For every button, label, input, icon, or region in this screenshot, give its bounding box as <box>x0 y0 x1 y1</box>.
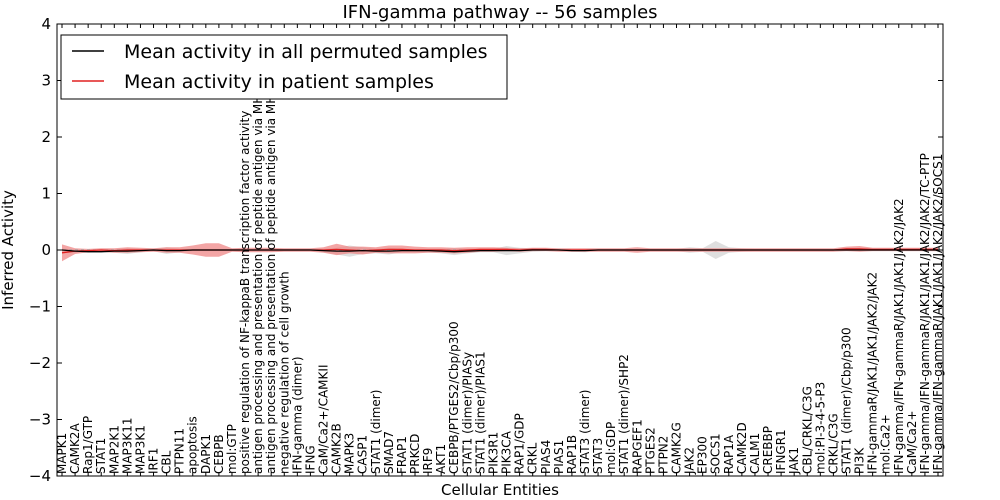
x-tick-label: DAPK1 <box>199 434 213 474</box>
x-tick-label: IFNGR1 <box>774 429 788 474</box>
x-tick-label: STAT1 (dimer)/Cbp/p300 <box>840 327 854 474</box>
x-tick-label: IRF1 <box>147 448 161 474</box>
x-tick-label: RAP1A <box>722 434 736 474</box>
x-tick-label: MAP3K11 <box>120 417 134 474</box>
x-tick-label: RAP1/GDP <box>513 413 527 474</box>
x-tick-label: RAPGEF1 <box>630 419 644 474</box>
x-tick-label: MAP2K1 <box>107 425 121 474</box>
series-lines <box>61 248 938 254</box>
x-tick-label: negative regulation of cell growth <box>277 271 291 474</box>
y-tick-label: −1 <box>29 298 51 316</box>
x-tick-label: PIK3R1 <box>487 432 501 474</box>
legend: Mean activity in all permuted samples Mea… <box>60 34 508 100</box>
x-tick-label: IFN-gamma/IFN-gammaR/JAK1/JAK1/JAK2/JAK2… <box>918 153 932 474</box>
x-tick-label: CRKL/C3G <box>826 413 840 474</box>
x-tick-label: STAT1 (dimer)/PIASy <box>460 352 474 474</box>
x-tick-label: CaM/Ca2+ <box>905 410 919 474</box>
x-tick-label: CEBPB <box>212 434 226 474</box>
x-tick-label: MAP3K1 <box>133 425 147 474</box>
x-tick-label: IFN-gamma/IFN-gammaR/JAK1/JAK1/JAK2/JAK2 <box>892 198 906 474</box>
x-tick-label: CAMK2G <box>670 422 684 474</box>
legend-label: Mean activity in all permuted samples <box>124 41 487 63</box>
x-tick-label: PIK3CA <box>500 430 514 474</box>
x-tick-label: CAMK2D <box>735 422 749 474</box>
x-tick-label: CAMK2A <box>68 423 82 474</box>
x-tick-label: PTPN11 <box>173 428 187 474</box>
x-tick-label: MAPK1 <box>55 433 69 474</box>
y-tick-label: 2 <box>41 128 51 146</box>
x-tick-label: CALM1 <box>748 433 762 474</box>
y-axis-ticks: −4 −3 −2 −1 0 1 2 3 4 <box>29 15 943 485</box>
x-tick-label: STAT1 (dimer) <box>369 390 383 474</box>
x-tick-label: PTGES2 <box>643 427 657 474</box>
x-tick-label: antigen processing and presentation of p… <box>251 45 265 474</box>
legend-box <box>60 34 508 100</box>
x-tick-label: FRAP1 <box>395 436 409 474</box>
x-tick-label: CBL/CRKL/C3G <box>800 386 814 474</box>
x-tick-label: STAT1 (dimer)/PIAS1 <box>473 351 487 474</box>
x-tick-label: IFNG <box>303 445 317 474</box>
x-tick-label: mol:GDP <box>604 422 618 474</box>
series-line-permuted <box>61 249 938 253</box>
x-tick-label: SOCS1 <box>709 433 723 474</box>
x-tick-label: AKT1 <box>434 444 448 474</box>
x-tick-label: JAK2 <box>683 447 697 475</box>
y-tick-label: 3 <box>41 72 51 90</box>
x-tick-label: apoptosis <box>186 416 200 474</box>
x-axis-label: Cellular Entities <box>441 481 559 499</box>
x-tick-label: CaM/Ca2+/CAMKII <box>317 365 331 474</box>
x-tick-label: IFN-gamma/IFN-gammaR/JAK1/JAK1/JAK2/JAK2… <box>931 154 945 474</box>
x-tick-label: mol:GTP <box>225 424 239 474</box>
x-tick-label: CAMK2B <box>330 423 344 474</box>
x-tick-label: STAT1 (dimer)/SHP2 <box>617 354 631 474</box>
x-tick-label: IFN-gammaR/JAK1/JAK1/JAK2/JAK2 <box>866 272 880 474</box>
x-tick-label: PTPN2 <box>656 436 670 474</box>
x-tick-label: CREBBP <box>761 426 775 474</box>
plot-frame <box>56 23 944 477</box>
x-tick-label: CBL <box>160 450 174 474</box>
chart-title: IFN-gamma pathway -- 56 samples <box>342 2 657 23</box>
x-tick-label: PIAS4 <box>539 440 553 474</box>
x-tick-label: CASP1 <box>356 435 370 474</box>
x-tick-label: EP300 <box>696 436 710 474</box>
y-tick-label: 4 <box>41 15 51 33</box>
x-tick-label: STAT3 (dimer) <box>578 390 592 474</box>
x-tick-label: CEBPB/PTGES2/Cbp/p300 <box>447 321 461 474</box>
x-tick-label: PIAS1 <box>552 440 566 474</box>
x-tick-label: RAP1B <box>565 435 579 474</box>
x-tick-label: positive regulation of NF-kappaB transcr… <box>238 111 252 474</box>
y-tick-label: −4 <box>29 467 51 485</box>
x-tick-label: PRKCD <box>408 434 422 474</box>
x-tick-label: mol:PI-3-4-5-P3 <box>813 382 827 474</box>
x-tick-label: IFN-gamma (dimer) <box>290 356 304 474</box>
x-tick-label: mol:Ca2+ <box>879 414 893 474</box>
x-tick-label: antigen processing and presentation of p… <box>264 42 278 474</box>
x-tick-label: JAK1 <box>787 447 801 475</box>
x-axis-ticks: MAPK1 CAMK2A Rap1/GTP STAT1 MAP2K1 MAP3K11 MAP… <box>55 24 945 476</box>
x-tick-label: Rap1/GTP <box>81 416 95 474</box>
x-tick-label: STAT1 <box>94 438 108 474</box>
x-tick-label: SMAD7 <box>382 431 396 474</box>
x-tick-label: STAT3 <box>591 438 605 474</box>
x-tick-label: CRKL <box>526 442 540 474</box>
x-tick-label: MAPK3 <box>343 433 357 474</box>
y-tick-label: 1 <box>41 185 51 203</box>
y-tick-label: −3 <box>29 411 51 429</box>
legend-label: Mean activity in patient samples <box>124 71 434 93</box>
x-tick-label: IRF9 <box>421 448 435 474</box>
y-axis-label: Inferred Activity <box>0 190 17 310</box>
y-tick-label: −2 <box>29 354 51 372</box>
x-tick-label: PI3K <box>853 447 867 474</box>
y-tick-label: 0 <box>41 241 51 259</box>
